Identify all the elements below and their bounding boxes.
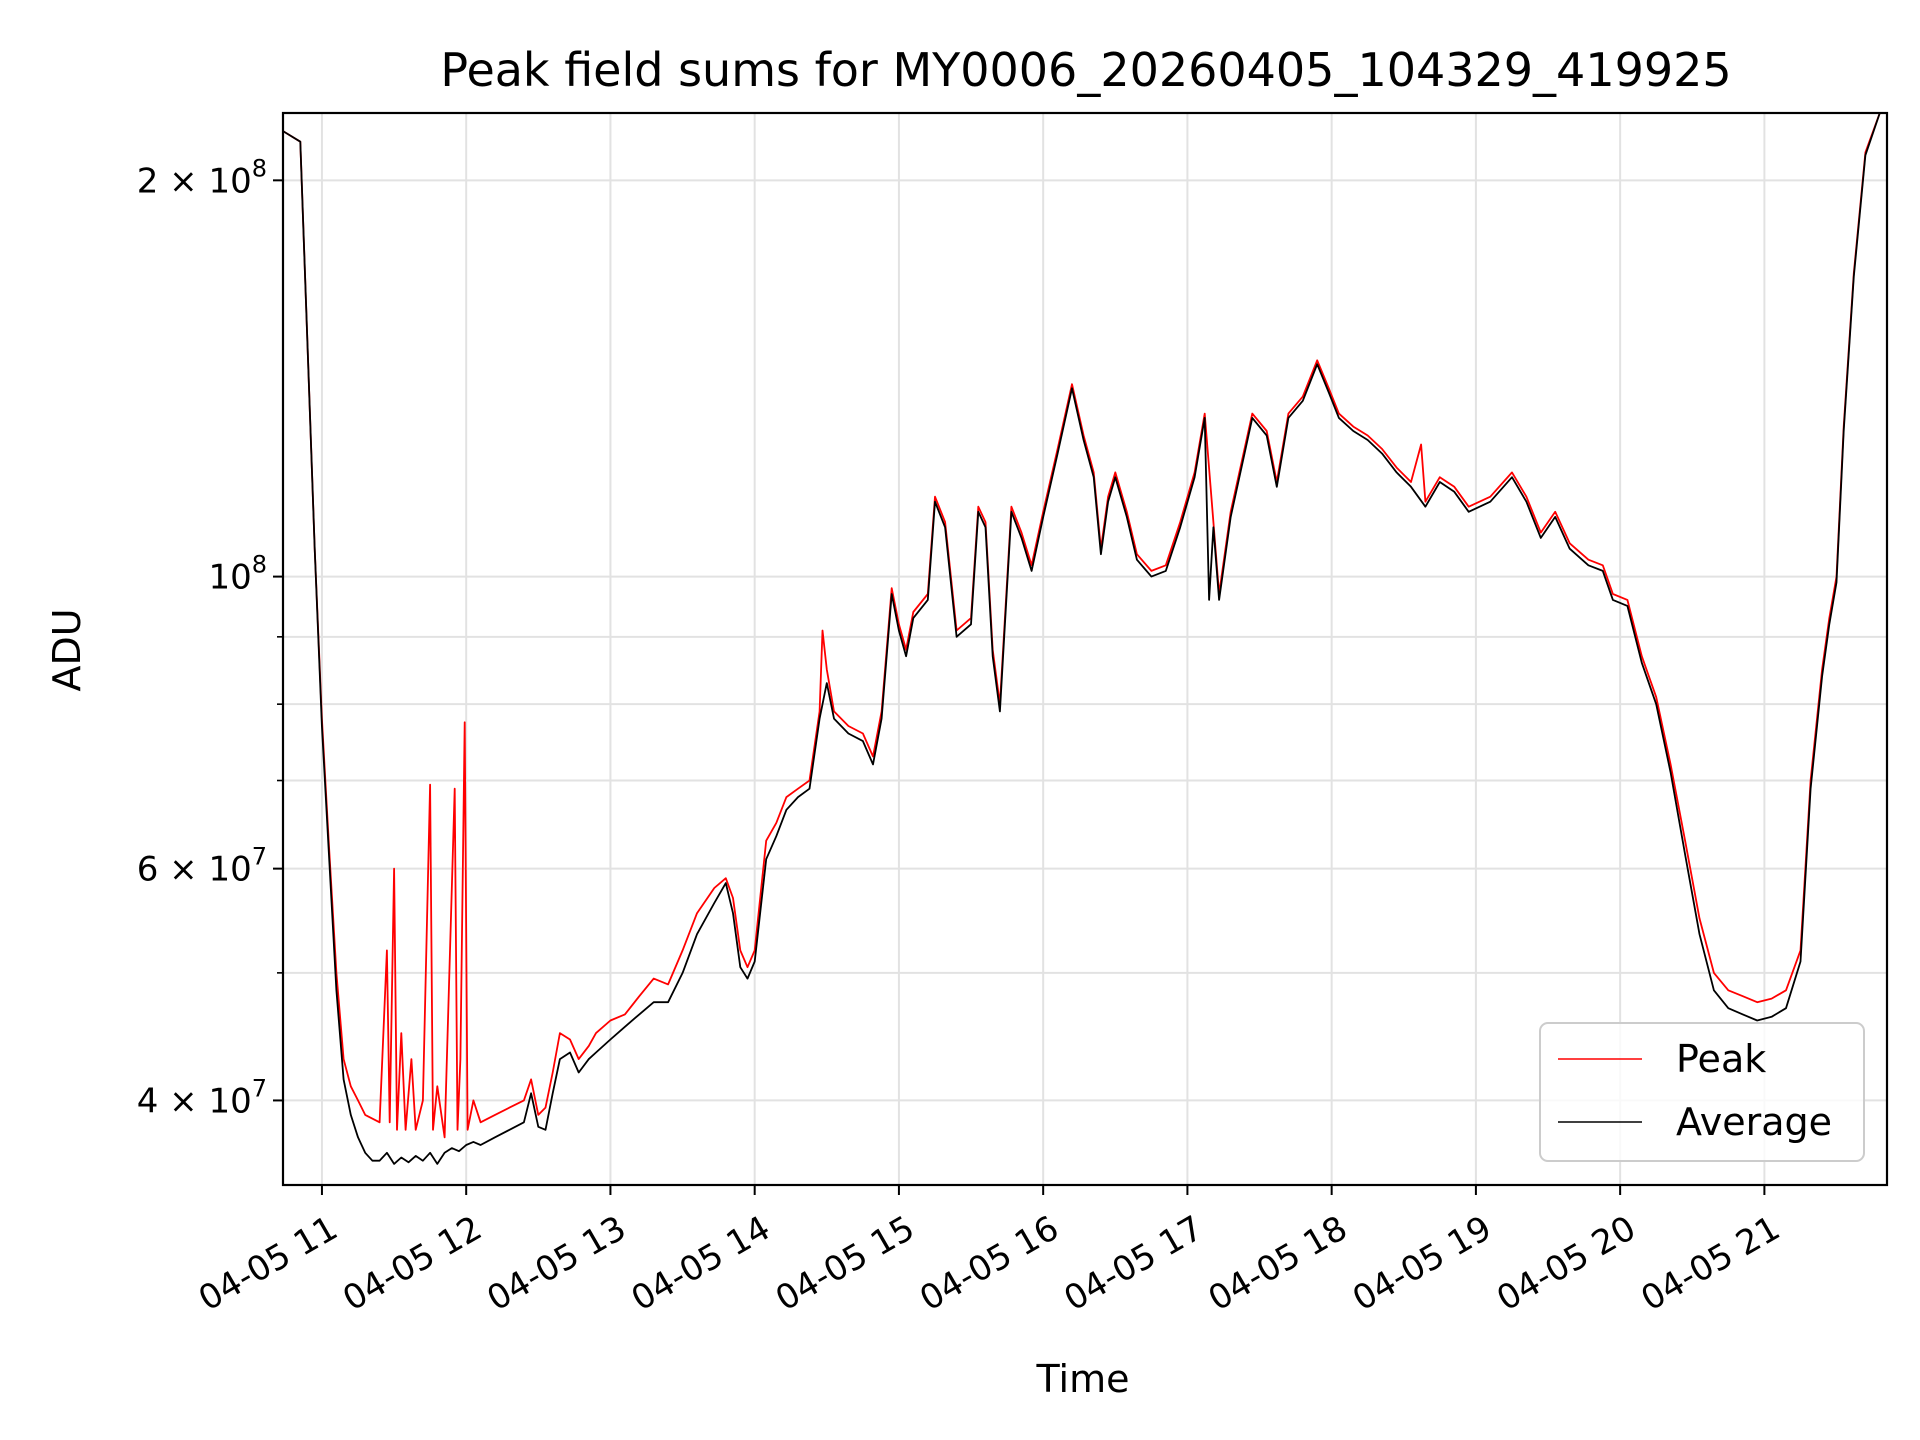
plot-frame: [281, 111, 1889, 1187]
legend: Peak Average: [1539, 1022, 1865, 1162]
grid-lines: [283, 113, 1887, 1185]
y-tick-label: 4 × 107: [137, 1074, 267, 1121]
y-tick-label: 6 × 107: [137, 843, 267, 890]
series-group: [283, 113, 1887, 1165]
legend-label-peak: Peak: [1676, 1037, 1766, 1081]
y-tick-label: 108: [208, 551, 267, 598]
chart-title: Peak field sums for MY0006_20260405_1043…: [440, 43, 1731, 97]
legend-box: [1539, 1022, 1865, 1162]
series-line-average: [283, 113, 1887, 1165]
series-line-peak: [283, 113, 1887, 1139]
y-tick-label: 2 × 108: [137, 154, 267, 201]
y-axis-label: ADU: [45, 608, 89, 691]
y-axis: 4 × 107 6 × 107 108 2 × 108: [137, 154, 283, 1121]
legend-label-average: Average: [1676, 1100, 1832, 1144]
x-axis-label: Time: [1036, 1357, 1130, 1401]
